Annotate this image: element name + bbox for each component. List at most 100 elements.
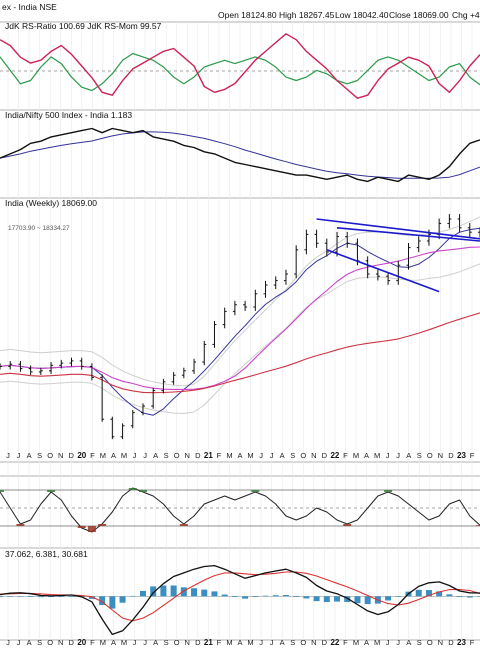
macd-histogram-bar [7,596,14,597]
ma-long-line [0,312,480,394]
macd-histogram-bar [303,596,310,599]
ohlc-low: Low 18042.40 [335,10,389,20]
x-tick-label: J [396,638,400,647]
x-tick-label: D [448,451,454,460]
macd-histogram-bar [17,596,24,597]
x-tick-label: A [406,451,411,460]
rs-ratio-line [0,33,480,99]
x-tick-label: J [259,451,263,460]
macd-histogram-bar [129,595,136,597]
macd-histogram-bar [139,590,146,597]
x-tick-label: F [90,451,95,460]
oscillator-extreme-fill [343,524,352,526]
x-tick-label: J [17,638,21,647]
x-tick-label: O [300,451,306,460]
x-tick-label: O [174,638,180,647]
x-tick-label: N [185,638,190,647]
x-tick-label: D [69,451,75,460]
x-tick-label: N [438,451,443,460]
x-tick-label: A [364,638,369,647]
macd-histogram-bar [48,596,55,598]
ohlc-high: High 18267.45 [279,10,335,20]
x-tick-label: 23 [457,451,466,460]
macd-histogram-bar [344,596,351,603]
x-tick-label: D [195,638,201,647]
macd-histogram-bar [242,596,249,599]
x-tick-label: J [133,638,137,647]
x-tick-label: 22 [330,638,339,647]
macd-label: 37.062, 6.381, 30.681 [5,549,88,559]
x-tick-label: M [247,451,253,460]
oscillator-extreme-fill [476,525,480,526]
ohlc-open: Open 18124.80 [218,10,277,20]
macd-histogram-bar [313,596,320,602]
x-axis: J J A S O N D 20 F M A M J J A S O N D 21 F M A M J J A S O N D 22 F M A M J… [6,451,475,647]
x-tick-label: A [280,638,285,647]
x-tick-label: M [100,638,106,647]
x-tick-label: M [226,638,232,647]
x-tick-label: F [343,451,348,460]
macd-histogram-bar [395,596,402,597]
oscillator-extreme-fill [128,488,137,490]
x-tick-label: A [153,451,158,460]
rrg-label: JdK RS-Ratio 100.69 JdK RS-Mom 99.57 [5,21,162,31]
macd-histogram-bar [415,589,422,597]
x-tick-label: J [17,451,21,460]
x-tick-label: F [217,638,222,647]
relative-strength-label: India/Nifty 500 Index - India 1.183 [5,110,132,120]
x-tick-label: M [100,451,106,460]
x-tick-label: A [27,451,32,460]
chart-title: ex - India NSE [2,2,57,12]
macd-histogram-bar [150,586,157,597]
macd-histogram-bar [456,596,463,598]
x-tick-label: S [37,638,42,647]
x-tick-label: J [396,451,400,460]
x-tick-label: A [364,451,369,460]
macd-histogram-bar [180,587,187,597]
x-tick-label: F [343,638,348,647]
x-tick-label: A [27,638,32,647]
x-tick-label: A [153,638,158,647]
macd-histogram-bar [334,596,341,602]
x-tick-label: J [270,638,274,647]
x-tick-label: A [237,451,242,460]
relative-strength-line [0,127,480,183]
x-tick-label: 21 [204,451,213,460]
x-tick-label: S [417,451,422,460]
x-tick-label: J [133,451,137,460]
x-tick-label: O [47,451,53,460]
macd-histogram-bar [436,591,443,597]
macd-histogram-bar [68,596,75,597]
upper-trendline [316,218,480,240]
x-tick-label: N [58,638,63,647]
macd-histogram-bar [27,596,34,597]
macd-histogram-bar [0,596,3,597]
bollinger-lower [0,263,480,414]
oscillator-extreme-fill [138,490,147,492]
oscillator-extreme-fill [0,490,4,492]
x-tick-label: A [111,451,116,460]
ohlc-close: Close 18069.00 [389,10,449,20]
x-tick-label: 22 [330,451,339,460]
macd-histogram-bar [221,594,228,597]
macd-histogram-bar [282,595,289,597]
oscillator-extreme-fill [16,524,25,526]
x-tick-label: A [111,638,116,647]
ohlc-change: Chg +4... [452,10,480,20]
x-tick-label: O [427,638,433,647]
macd-histogram-bar [99,596,106,605]
x-tick-label: M [121,451,127,460]
macd-histogram-bar [446,594,453,597]
x-tick-label: 20 [77,451,86,460]
macd-histogram-bar [231,596,238,597]
oscillator-extreme-fill [87,526,96,532]
oscillator-extreme-fill [47,490,56,492]
x-tick-label: 23 [457,638,466,647]
price-label: India (Weekly) 18069.00 [5,198,97,208]
macd-histogram-bar [88,596,95,599]
macd-histogram-bar [109,596,116,609]
x-tick-label: S [290,451,295,460]
panel-frames [0,21,480,641]
x-tick-label: M [247,638,253,647]
x-tick-label: N [58,451,63,460]
